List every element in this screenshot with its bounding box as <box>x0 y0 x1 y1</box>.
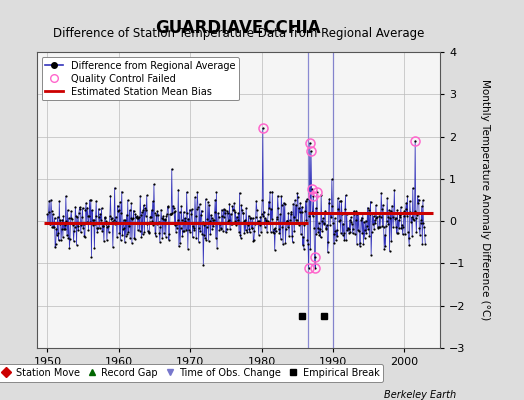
Legend: Station Move, Record Gap, Time of Obs. Change, Empirical Break: Station Move, Record Gap, Time of Obs. C… <box>0 364 384 382</box>
Y-axis label: Monthly Temperature Anomaly Difference (°C): Monthly Temperature Anomaly Difference (… <box>479 79 489 321</box>
Text: Difference of Station Temperature Data from Regional Average: Difference of Station Temperature Data f… <box>53 27 424 40</box>
Text: Berkeley Earth: Berkeley Earth <box>384 390 456 400</box>
Title: GUARDIAVECCHIA: GUARDIAVECCHIA <box>156 18 321 36</box>
